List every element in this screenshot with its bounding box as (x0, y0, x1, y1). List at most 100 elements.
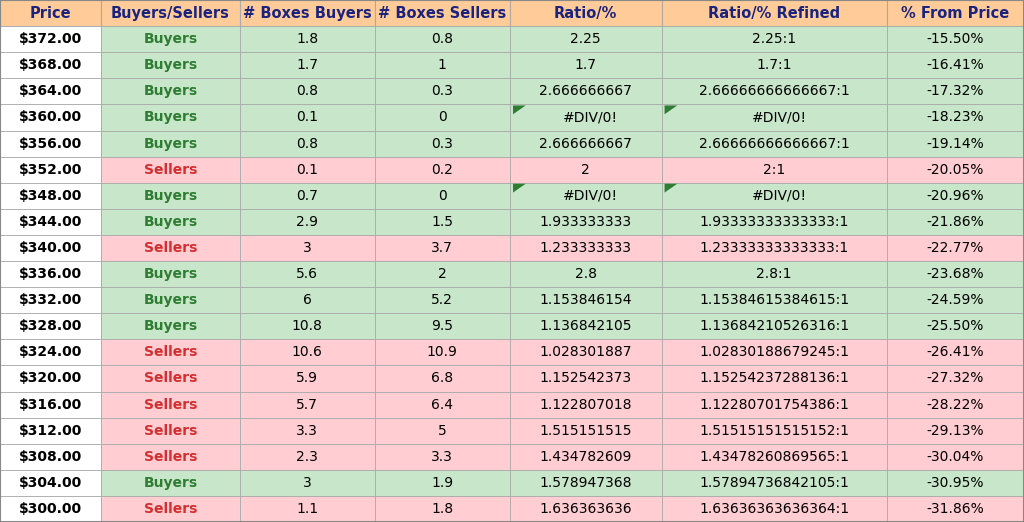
Bar (887, 52, 1024, 78)
Bar (510, 444, 662, 470)
Bar (510, 157, 662, 183)
Bar (240, 470, 375, 496)
Bar (240, 157, 375, 183)
Bar (662, 235, 887, 261)
Bar (0, 157, 101, 183)
Bar (887, 104, 1024, 130)
Text: Price: Price (30, 6, 72, 20)
Bar (101, 313, 240, 339)
Bar (662, 26, 887, 52)
Text: Buyers: Buyers (143, 137, 198, 150)
Text: 0.3: 0.3 (431, 85, 454, 98)
Bar (0, 339, 101, 365)
Bar (375, 130, 510, 157)
Bar (101, 0, 240, 26)
Bar (240, 392, 375, 418)
Text: $356.00: $356.00 (19, 137, 82, 150)
Text: Sellers: Sellers (143, 163, 198, 176)
Bar (662, 313, 887, 339)
Text: 3: 3 (303, 241, 311, 255)
Text: 1.23333333333333:1: 1.23333333333333:1 (699, 241, 849, 255)
Bar (240, 418, 375, 444)
Bar (375, 444, 510, 470)
Bar (375, 313, 510, 339)
Bar (0, 470, 101, 496)
Bar (101, 183, 240, 209)
Bar (0, 496, 101, 522)
Text: 1.933333333: 1.933333333 (540, 215, 632, 229)
Bar (0, 365, 101, 392)
Bar (510, 287, 662, 313)
Text: 1.153846154: 1.153846154 (540, 293, 632, 307)
Bar (510, 0, 662, 26)
Bar (887, 470, 1024, 496)
Text: Sellers: Sellers (143, 450, 198, 464)
Text: $360.00: $360.00 (19, 111, 82, 124)
Bar (887, 418, 1024, 444)
Bar (887, 261, 1024, 287)
Bar (662, 287, 887, 313)
Text: 1.15254237288136:1: 1.15254237288136:1 (699, 372, 849, 385)
Text: 2.8: 2.8 (574, 267, 597, 281)
Text: $328.00: $328.00 (19, 319, 82, 333)
Text: $348.00: $348.00 (19, 189, 82, 203)
Text: $324.00: $324.00 (19, 346, 82, 359)
Bar (662, 0, 887, 26)
Bar (240, 104, 375, 130)
Text: 1.1: 1.1 (296, 502, 318, 516)
Bar (375, 261, 510, 287)
Text: $344.00: $344.00 (19, 215, 82, 229)
Bar (0, 235, 101, 261)
Bar (510, 26, 662, 52)
Text: 2: 2 (582, 163, 590, 176)
Text: 2.9: 2.9 (296, 215, 318, 229)
Bar (887, 0, 1024, 26)
Bar (0, 444, 101, 470)
Bar (375, 157, 510, 183)
Bar (0, 130, 101, 157)
Text: 1.7:1: 1.7:1 (757, 58, 792, 72)
Text: $372.00: $372.00 (19, 32, 82, 46)
Bar (101, 418, 240, 444)
Bar (662, 392, 887, 418)
Bar (375, 470, 510, 496)
Bar (240, 287, 375, 313)
Text: -31.86%: -31.86% (927, 502, 984, 516)
Text: Buyers: Buyers (143, 85, 198, 98)
Bar (240, 444, 375, 470)
Text: 1.152542373: 1.152542373 (540, 372, 632, 385)
Text: -18.23%: -18.23% (927, 111, 984, 124)
Bar (0, 183, 101, 209)
Text: Sellers: Sellers (143, 241, 198, 255)
Text: -27.32%: -27.32% (927, 372, 984, 385)
Bar (240, 313, 375, 339)
Text: 1.9: 1.9 (431, 476, 454, 490)
Bar (101, 261, 240, 287)
Bar (375, 365, 510, 392)
Bar (0, 52, 101, 78)
Bar (375, 287, 510, 313)
Text: $312.00: $312.00 (19, 424, 82, 437)
Bar (240, 209, 375, 235)
Bar (510, 52, 662, 78)
Bar (510, 365, 662, 392)
Bar (240, 235, 375, 261)
Bar (101, 235, 240, 261)
Bar (662, 339, 887, 365)
Text: 1.578947368: 1.578947368 (540, 476, 632, 490)
Bar (662, 365, 887, 392)
Text: 2.666666667: 2.666666667 (540, 85, 632, 98)
Bar (101, 392, 240, 418)
Text: Buyers: Buyers (143, 58, 198, 72)
Text: 0: 0 (438, 189, 446, 203)
Bar (0, 313, 101, 339)
Text: # Boxes Buyers: # Boxes Buyers (243, 6, 372, 20)
Text: -22.77%: -22.77% (927, 241, 984, 255)
Text: -20.05%: -20.05% (927, 163, 984, 176)
Text: 1.136842105: 1.136842105 (540, 319, 632, 333)
Text: 1.63636363636364:1: 1.63636363636364:1 (699, 502, 849, 516)
Text: 3.3: 3.3 (296, 424, 318, 437)
Bar (887, 130, 1024, 157)
Bar (101, 470, 240, 496)
Text: -26.41%: -26.41% (927, 346, 984, 359)
